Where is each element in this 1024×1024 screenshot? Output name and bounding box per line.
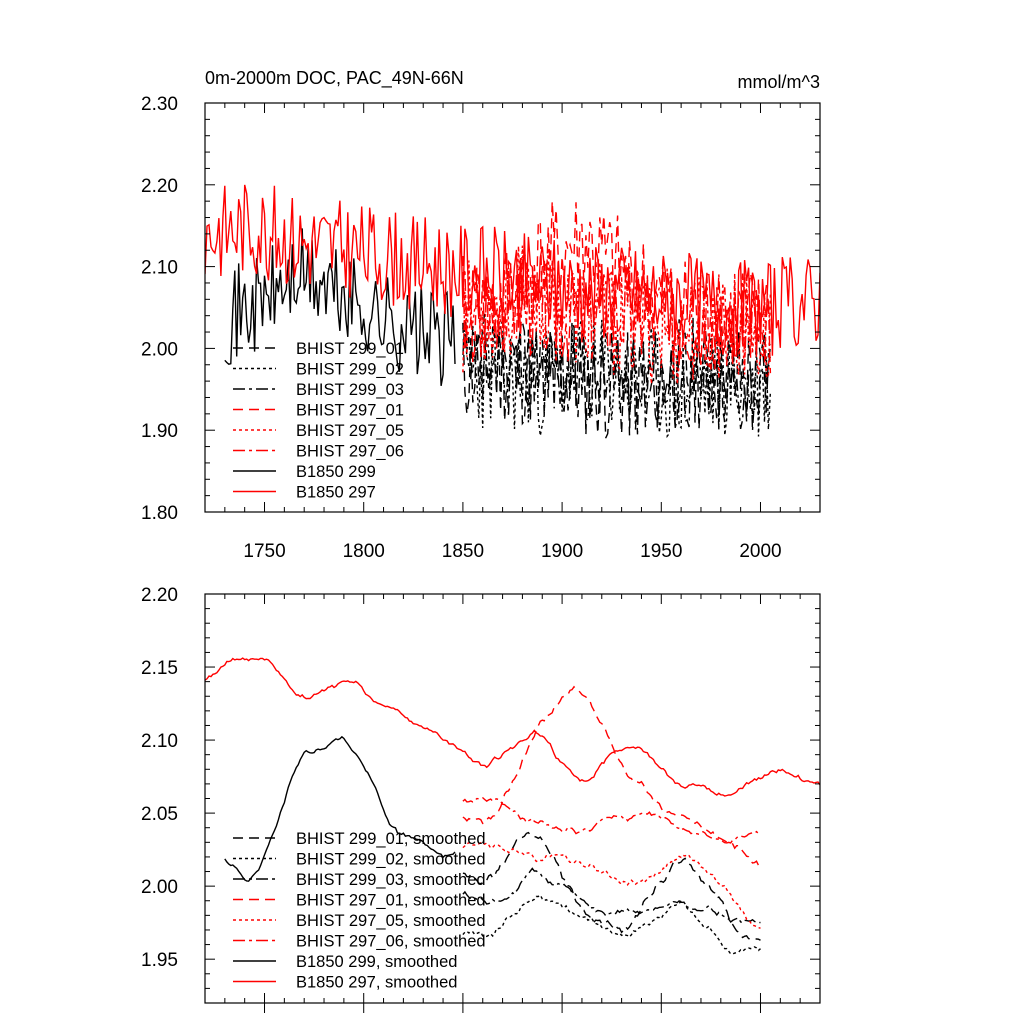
x-tick-label: 1950 <box>640 541 682 562</box>
y-tick-label: 2.05 <box>141 804 178 825</box>
legend-label: BHIST 299_01, smoothed <box>296 830 486 848</box>
series-layer <box>205 184 820 439</box>
y-tick-label: 2.20 <box>141 585 178 606</box>
series-line <box>205 657 820 797</box>
legend-label: BHIST 299_03 <box>296 381 404 399</box>
chart-title: 0m-2000m DOC, PAC_49N-66N <box>205 68 464 89</box>
x-tick-label: 1850 <box>442 541 484 562</box>
y-tick-label: 2.20 <box>141 176 178 197</box>
y-tick-label: 2.15 <box>141 658 178 679</box>
series-line <box>462 894 761 955</box>
series-line <box>462 831 761 941</box>
legend-label: BHIST 297_06, smoothed <box>296 933 486 951</box>
legend-label: BHIST 297_01, smoothed <box>296 892 486 910</box>
legend-label: B1850 297, smoothed <box>296 974 457 992</box>
series-line <box>205 184 820 357</box>
legend-label: B1850 299, smoothed <box>296 953 457 971</box>
legend: BHIST 299_01, smoothed BHIST 299_02, smoo… <box>233 830 486 992</box>
plot-frame <box>204 102 821 513</box>
panel-top: 0m-2000m DOC, PAC_49N-66N mmol/m^3 BHIST… <box>141 68 821 562</box>
y-tick-label: 1.90 <box>141 421 178 442</box>
y-tick-label: 2.00 <box>141 339 178 360</box>
series-layer <box>205 657 820 955</box>
series-line <box>224 228 456 387</box>
units-label: mmol/m^3 <box>738 72 820 92</box>
legend-label: BHIST 297_01 <box>296 402 404 420</box>
x-tick-label: 2000 <box>739 541 781 562</box>
y-tick-label: 2.30 <box>141 94 178 115</box>
series-line <box>462 796 761 844</box>
axes: 1750 1800 1850 1900 1950 2000 1.80 1.90 2.00 2.10… <box>141 94 821 562</box>
series-line <box>462 841 761 929</box>
y-tick-label: 2.10 <box>141 731 178 752</box>
legend-label: B1850 297 <box>296 484 376 502</box>
y-tick-label: 1.80 <box>141 503 178 524</box>
legend-label: B1850 299 <box>296 463 376 481</box>
x-tick-label: 1750 <box>243 541 285 562</box>
legend-label: BHIST 299_01 <box>296 340 404 358</box>
series-line <box>462 259 772 370</box>
x-tick-label: 1900 <box>541 541 583 562</box>
legend: BHIST 299_01 BHIST 299_02 BHIST 299_03 BHIS… <box>233 340 404 502</box>
axes: 1.95 2.00 2.05 2.10 2.15 2.20 <box>141 585 821 1013</box>
legend-label: BHIST 297_05, smoothed <box>296 912 486 930</box>
y-tick-label: 2.00 <box>141 877 178 898</box>
y-tick-label: 2.10 <box>141 258 178 279</box>
panel-bottom: BHIST 299_01, smoothed BHIST 299_02, smoo… <box>141 585 821 1013</box>
legend-label: BHIST 299_03, smoothed <box>296 871 486 889</box>
legend-label: BHIST 297_05 <box>296 422 404 440</box>
series-line <box>462 867 761 924</box>
series-line <box>462 312 772 439</box>
y-tick-label: 1.95 <box>141 950 178 971</box>
series-line <box>462 685 762 869</box>
legend-label: BHIST 299_02, smoothed <box>296 851 486 869</box>
legend-label: BHIST 299_02 <box>296 361 404 379</box>
legend-label: BHIST 297_06 <box>296 443 404 461</box>
x-tick-label: 1800 <box>343 541 385 562</box>
